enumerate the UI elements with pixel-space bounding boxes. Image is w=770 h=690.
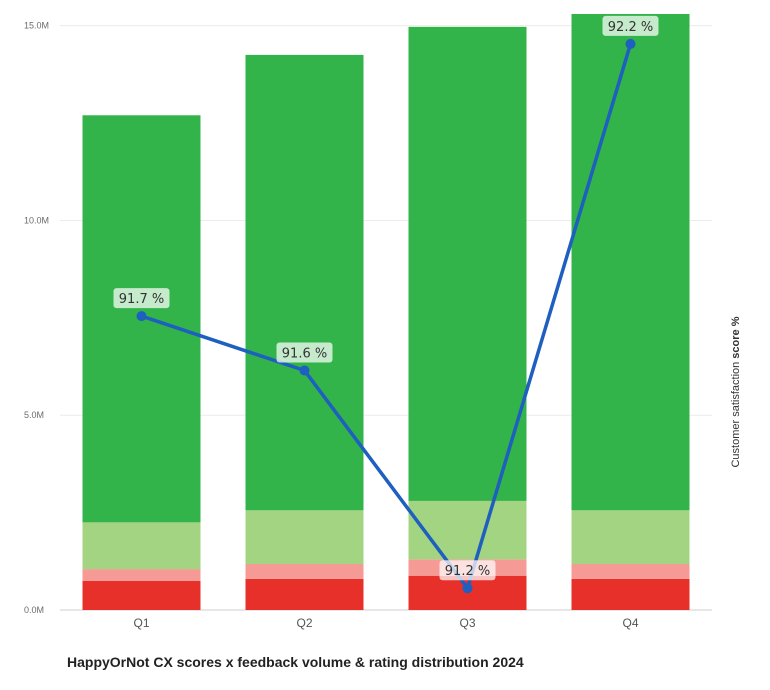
bar-segment-negative — [245, 564, 364, 579]
score-label-box — [439, 560, 496, 581]
bars — [82, 14, 690, 610]
right-axis-label-bold: score % — [730, 316, 742, 359]
bar-segment-positive — [571, 510, 690, 565]
score-label: 92.2 % — [608, 20, 653, 35]
bar-segment-positive — [245, 510, 364, 565]
bar-segment-negative — [571, 564, 690, 579]
score-label: 91.7 % — [119, 292, 164, 307]
right-axis-label-prefix: Customer satisfaction — [730, 358, 742, 468]
y-tick-label: 0.0M — [24, 605, 44, 615]
x-tick-label: Q4 — [622, 616, 638, 630]
chart-title: HappyOrNot CX scores x feedback volume &… — [67, 654, 524, 670]
x-axis-ticks: Q1 Q2 Q3 Q4 — [133, 616, 638, 630]
y-tick-label: 15.0M — [24, 21, 49, 31]
score-label-box — [602, 15, 659, 36]
bar-segment-very-positive — [408, 26, 527, 501]
score-label: 91.6 % — [282, 347, 327, 362]
bar-segment-positive — [408, 500, 527, 560]
y-axis-ticks: 0.0M 5.0M 10.0M 15.0M — [24, 21, 49, 615]
y-tick-label: 5.0M — [24, 410, 44, 420]
x-tick-label: Q2 — [296, 616, 312, 630]
score-label-box — [276, 342, 333, 363]
score-label: 91.2 % — [445, 564, 490, 579]
score-point — [625, 38, 636, 49]
y-tick-label: 10.0M — [24, 215, 49, 225]
score-label-box — [113, 288, 170, 309]
score-labels: 91.7 % 91.6 % 91.2 % 92.2 % — [113, 15, 659, 581]
bar-segment-negative — [82, 569, 201, 581]
x-tick-label: Q1 — [133, 616, 149, 630]
bar-segment-very-negative — [245, 578, 364, 610]
right-axis-label: Customer satisfaction score % — [730, 316, 742, 467]
bar-segment-very-positive — [245, 54, 364, 511]
score-point — [299, 365, 310, 376]
bar-segment-very-negative — [82, 580, 201, 610]
score-point — [462, 583, 473, 594]
score-line — [139, 42, 633, 590]
score-line-series — [136, 38, 636, 594]
bar-segment-very-negative — [571, 578, 690, 610]
bar-segment-positive — [82, 522, 201, 570]
x-tick-label: Q3 — [459, 616, 475, 630]
bar-segment-very-positive — [571, 14, 690, 511]
score-point — [136, 311, 147, 322]
